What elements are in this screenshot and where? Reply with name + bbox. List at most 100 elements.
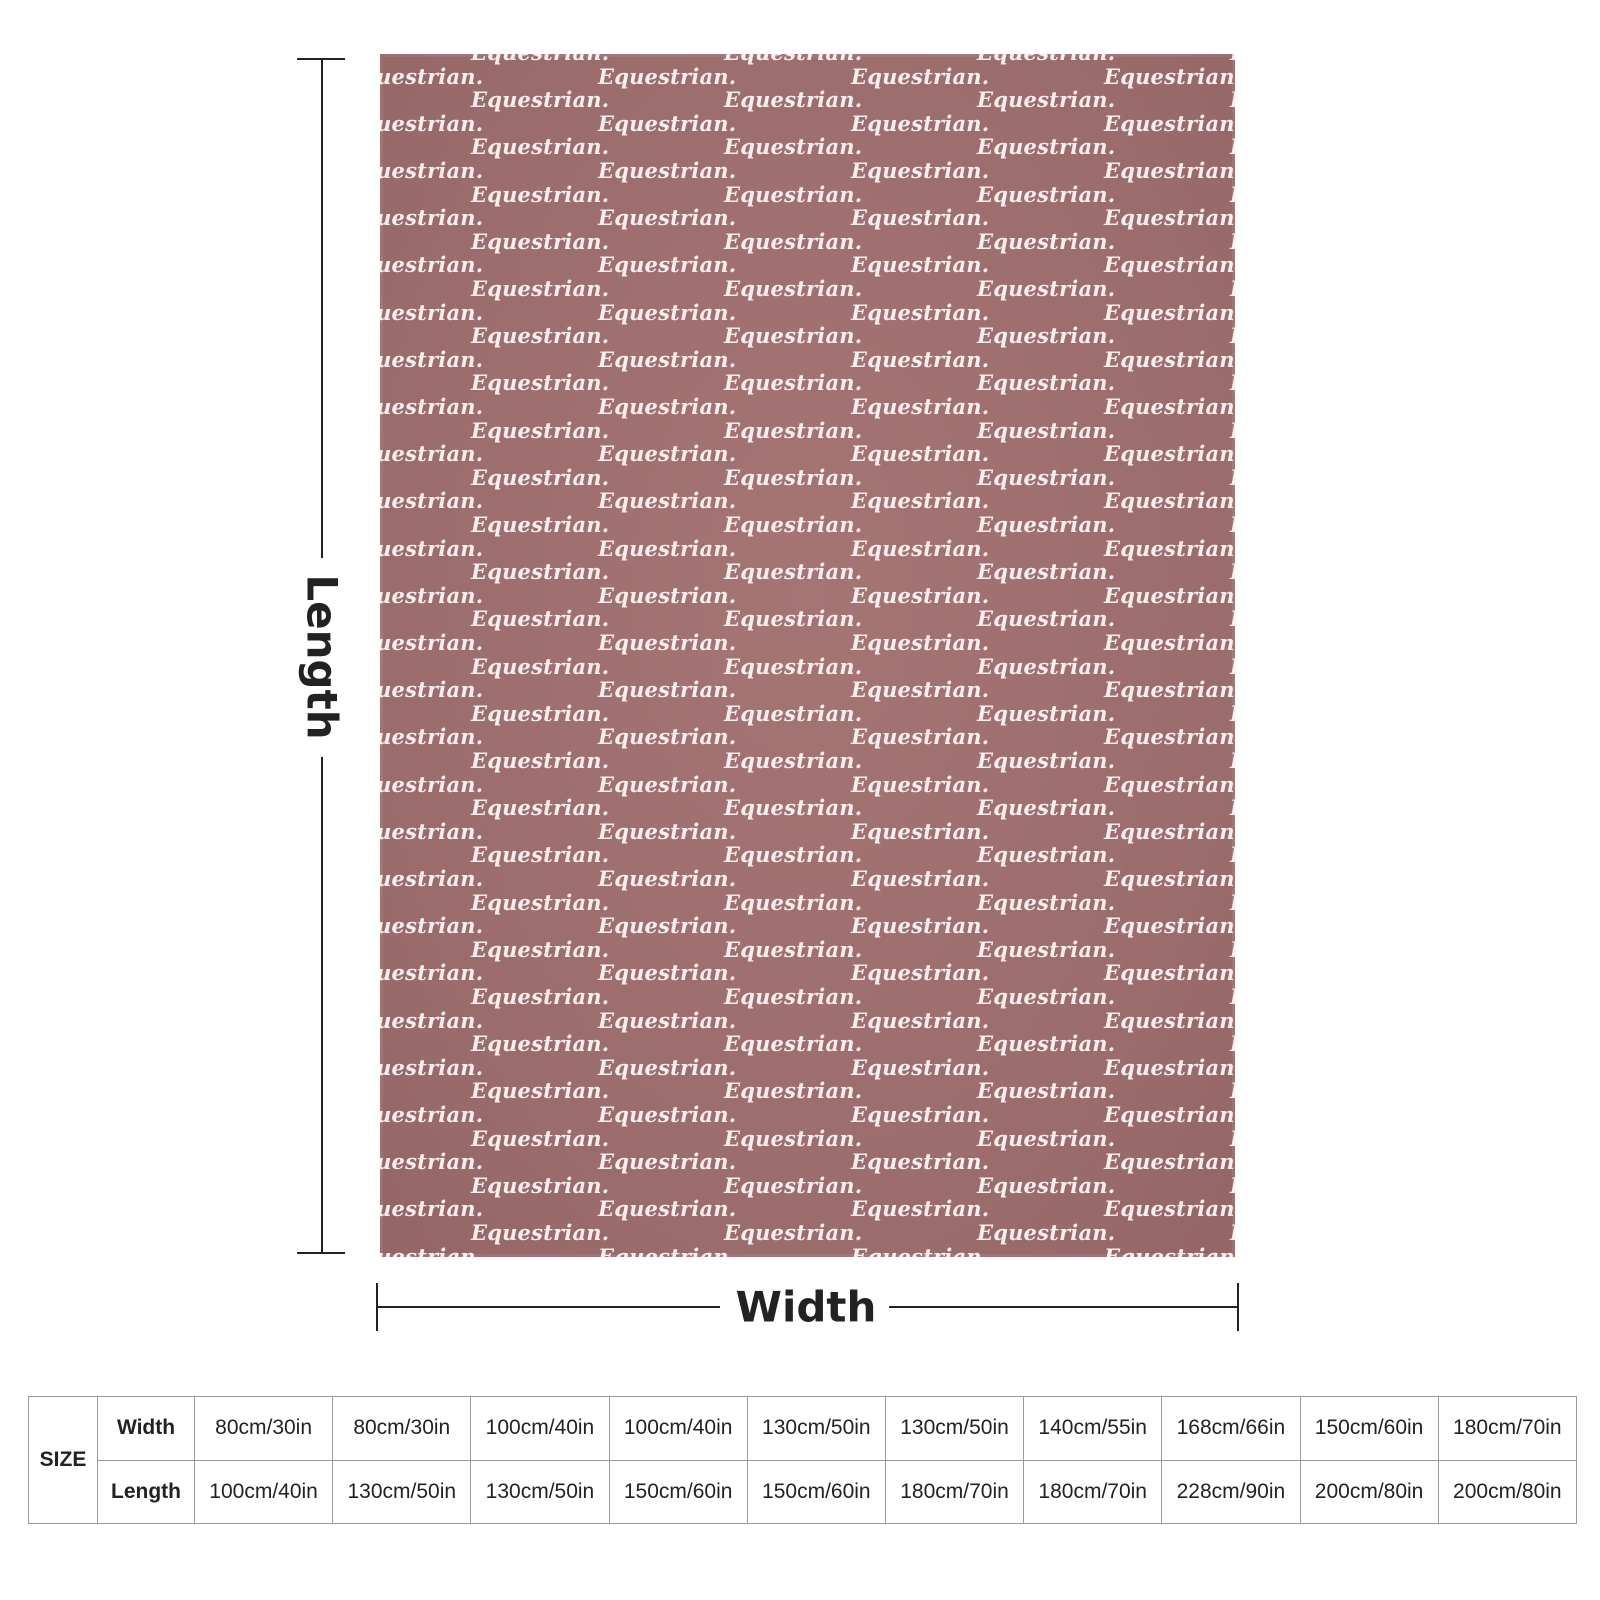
pattern-text: Equestrian. (598, 724, 737, 750)
pattern-text: Equestrian. (471, 559, 610, 585)
pattern-text: Equestrian. (724, 54, 862, 65)
pattern-text: Equestrian. (1104, 158, 1235, 183)
pattern-text: Equestrian. (380, 724, 484, 750)
pattern-text: Equestrian. (851, 1007, 990, 1033)
pattern-text: Equestrian. (977, 228, 1116, 254)
pattern-text: Equestrian. (380, 441, 484, 467)
pattern-text: Equestrian. (1230, 701, 1235, 726)
length-value: 150cm/60in (608, 1459, 748, 1524)
pattern-text: Equestrian. (1230, 182, 1235, 207)
width-dimension-right-cap (1237, 1283, 1239, 1331)
length-dimension-line-upper (321, 58, 323, 558)
pattern-text: Equestrian. (724, 276, 863, 301)
pattern-text: Equestrian. (471, 417, 610, 443)
pattern-text: Equestrian. (380, 630, 484, 655)
pattern-text: Equestrian. (380, 866, 484, 891)
pattern-text: Equestrian. (598, 1149, 737, 1175)
pattern-text: Equestrian. (471, 606, 610, 632)
pattern-text: Equestrian. (851, 110, 990, 136)
pattern-text: Equestrian. (724, 700, 863, 726)
pattern-text: Equestrian. (1230, 370, 1235, 395)
length-dimension-bottom-cap (297, 1252, 345, 1254)
pattern-text: Equestrian. (977, 889, 1116, 915)
pattern-text: Equestrian. (851, 582, 990, 608)
pattern-text: Equestrian. (724, 228, 863, 254)
width-value: 180cm/70in (1437, 1396, 1578, 1461)
pattern-text: Equestrian. (598, 582, 737, 608)
pattern-text: Equestrian. (724, 748, 863, 773)
pattern-text: Equestrian. (471, 936, 610, 962)
pattern-text: Equestrian. (977, 417, 1116, 443)
pattern-text: Equestrian. (471, 889, 610, 915)
width-value: 80cm/30in (193, 1396, 334, 1461)
pattern-text: Equestrian. (851, 205, 990, 231)
pattern-text: Equestrian. (977, 842, 1116, 868)
pattern-text: Equestrian. (851, 535, 990, 561)
pattern-text: Equestrian. (977, 1172, 1116, 1198)
pattern-text: Equestrian. (977, 323, 1116, 349)
pattern-text: Equestrian. (1104, 582, 1235, 608)
width-value: 100cm/40in (608, 1396, 748, 1461)
pattern-text: Equestrian. (598, 677, 737, 703)
pattern-text: Equestrian. (380, 110, 484, 136)
pattern-text: Equestrian. (724, 323, 863, 349)
pattern-text: Equestrian. (977, 984, 1116, 1009)
pattern-text: Equestrian. (1104, 205, 1235, 231)
pattern-text: Equestrian. (724, 370, 863, 396)
pattern-text: Equestrian. (380, 1149, 484, 1175)
width-dimension-label: Width (735, 1282, 877, 1332)
pattern-text: Equestrian. (1230, 54, 1235, 65)
pattern-text: Equestrian. (471, 512, 610, 537)
pattern-text: Equestrian. (724, 984, 863, 1009)
pattern-text: Equestrian. (724, 512, 863, 537)
pattern-text: Equestrian. (598, 1007, 737, 1033)
pattern-text: Equestrian. (380, 1054, 484, 1080)
pattern-text: Equestrian. (851, 677, 990, 703)
pattern-text: Equestrian. (1104, 1196, 1235, 1222)
pattern-text: Equestrian. (471, 276, 610, 301)
blanket-product-image: Equestrian.Equestrian.Equestrian.Equestr… (380, 54, 1235, 1257)
pattern-text: Equestrian. (598, 535, 737, 561)
pattern-text: Equestrian. (1104, 299, 1235, 325)
length-value: 180cm/70in (884, 1459, 1025, 1524)
pattern-text: Equestrian. (724, 653, 863, 679)
pattern-text: Equestrian. (1230, 134, 1235, 159)
pattern-text: Equestrian. (724, 1125, 863, 1151)
pattern-text: Equestrian. (977, 464, 1116, 490)
pattern-text: Equestrian. (724, 559, 863, 585)
pattern-text: Equestrian. (1104, 441, 1235, 467)
pattern-text: Equestrian. (851, 158, 990, 183)
pattern-text: Equestrian. (724, 134, 863, 160)
pattern-text: Equestrian. (724, 181, 863, 207)
size-corner-label: SIZE (28, 1396, 98, 1524)
pattern-text: Equestrian. (977, 1125, 1116, 1151)
length-value: 100cm/40in (193, 1459, 334, 1524)
pattern-text: Equestrian. (598, 866, 737, 891)
pattern-text: Equestrian. (977, 700, 1116, 726)
pattern-text: Equestrian. (380, 158, 484, 183)
pattern-text: Equestrian. (1230, 512, 1235, 537)
pattern-text: Equestrian. (1230, 418, 1235, 443)
pattern-text: Equestrian. (851, 346, 990, 372)
pattern-text: Equestrian. (851, 818, 990, 844)
pattern-text: Equestrian. (724, 417, 863, 443)
pattern-text: Equestrian. (471, 700, 610, 726)
width-value: 168cm/66in (1161, 1396, 1301, 1461)
pattern-text: Equestrian. (1104, 913, 1235, 939)
pattern-text: Equestrian. (977, 1031, 1116, 1057)
pattern-text: Equestrian. (380, 205, 484, 231)
pattern-text: Equestrian. (1104, 960, 1235, 986)
pattern-text: Equestrian. (598, 441, 737, 467)
pattern-text: Equestrian. (1104, 110, 1235, 136)
pattern-text: Equestrian. (1104, 724, 1235, 750)
pattern-text: Equestrian. (471, 842, 610, 868)
pattern-text: Equestrian. (977, 87, 1116, 113)
pattern-text: Equestrian. (1104, 252, 1235, 278)
pattern-text: Equestrian. (977, 606, 1116, 632)
pattern-text: Equestrian. (977, 370, 1116, 396)
pattern-text: Equestrian. (598, 488, 737, 514)
pattern-text: Equestrian. (598, 205, 737, 231)
pattern-text: Equestrian. (977, 512, 1116, 537)
pattern-text: Equestrian. (977, 1078, 1116, 1104)
pattern-text: Equestrian. (471, 795, 610, 821)
